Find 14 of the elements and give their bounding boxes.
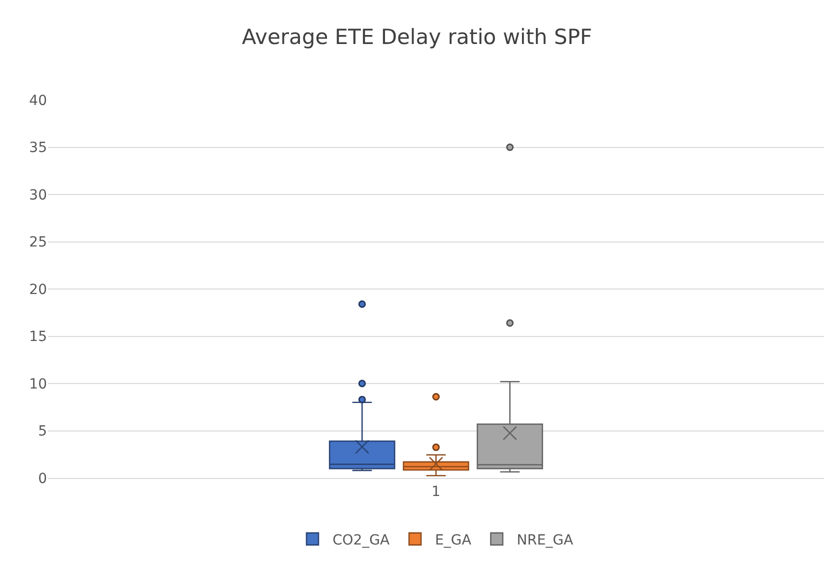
x-tick-label: 1 [432,484,440,500]
y-tick-label: 25 [29,234,47,251]
legend-label: E_GA [435,532,472,548]
y-tick-label: 35 [29,140,47,156]
y-tick-label: 20 [29,282,47,298]
y-tick-label: 40 [29,92,47,109]
y-tick-label: 10 [29,376,47,392]
y-tick-label: 30 [29,187,47,204]
chart-title: Average ETE Delay ratio with SPF [242,24,592,49]
y-tick-label: 15 [29,329,47,346]
y-tick-label: 0 [38,470,47,487]
legend-label: NRE_GA [516,532,574,548]
y-tick-label: 5 [38,424,47,440]
legend-label: CO2_GA [332,532,390,548]
